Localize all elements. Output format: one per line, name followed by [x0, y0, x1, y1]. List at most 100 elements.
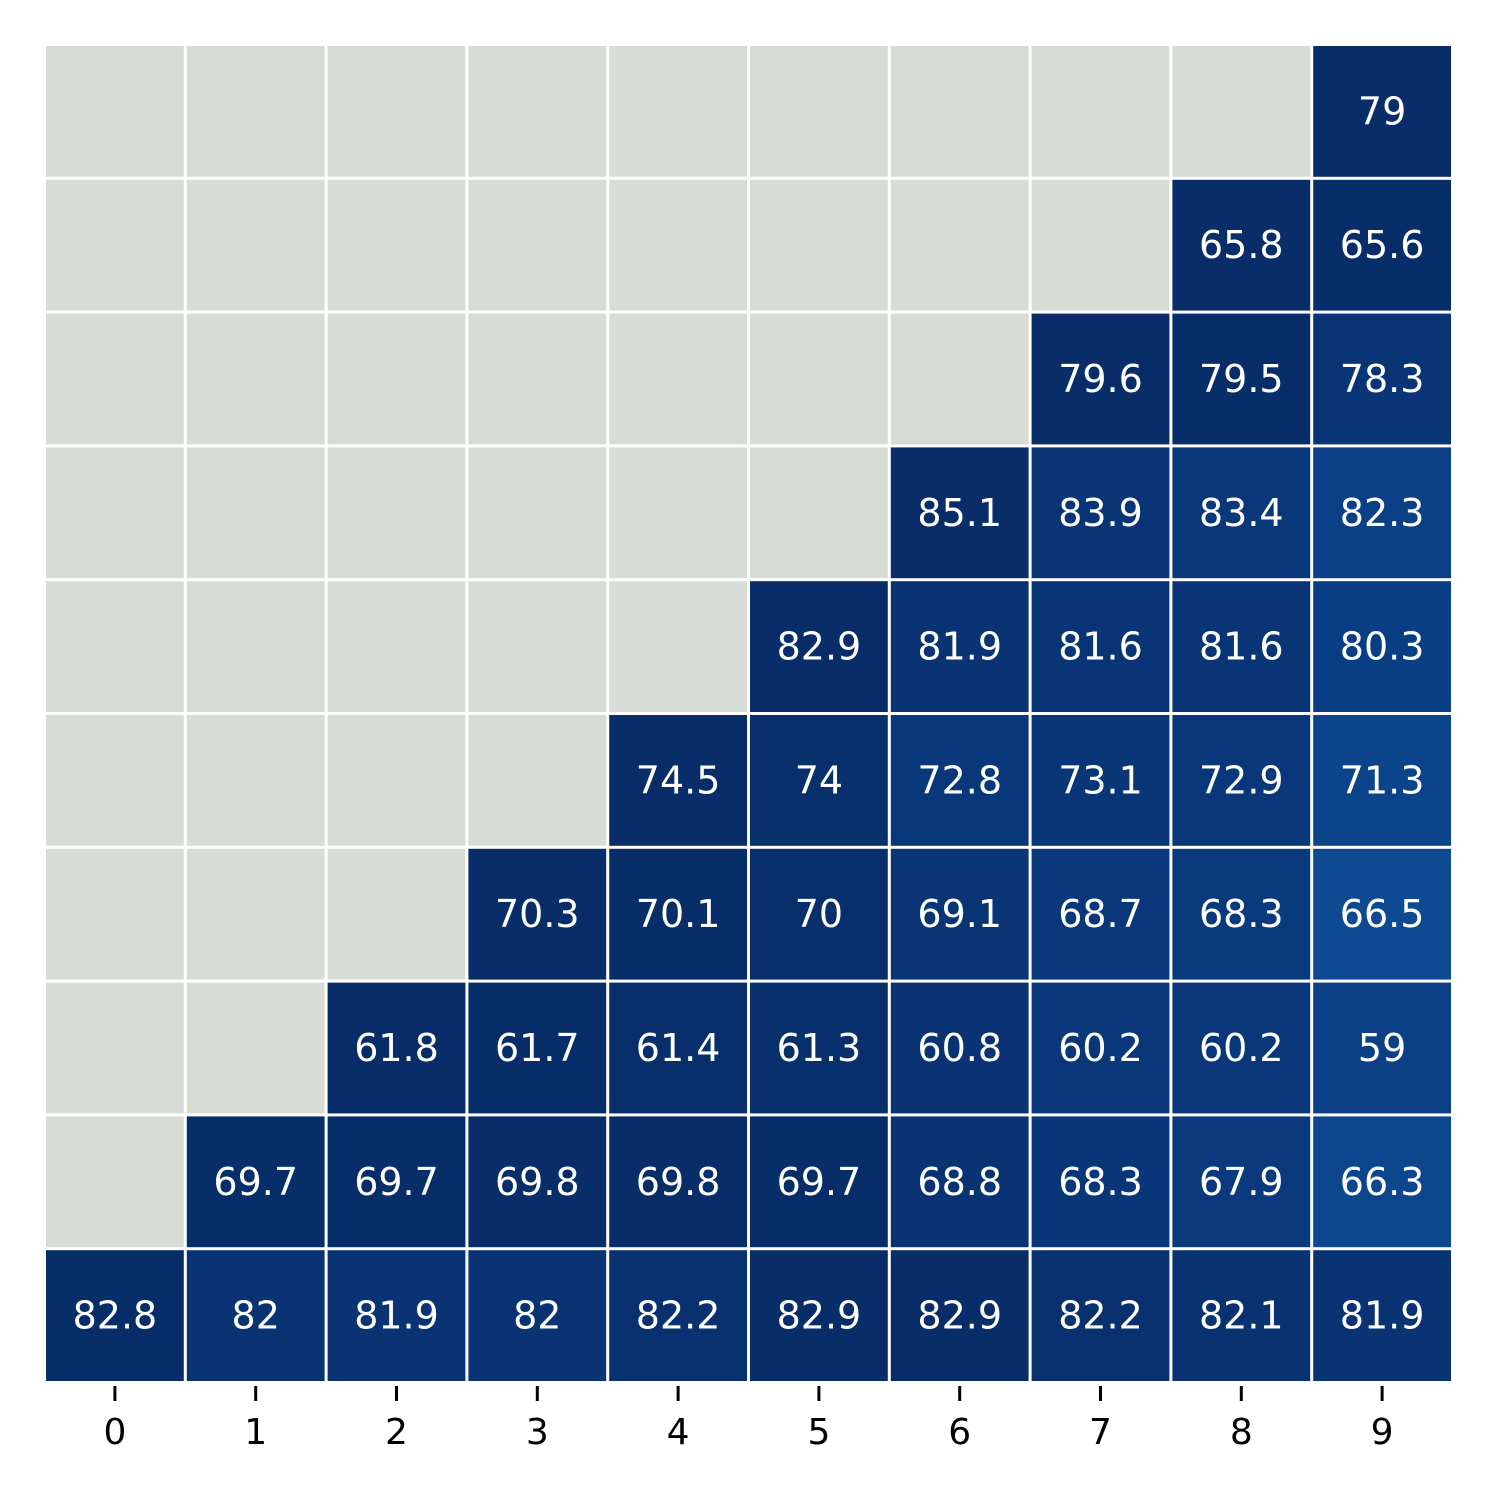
- heatmap-cell-label: 82.2: [1058, 1294, 1143, 1338]
- x-tick-label: 8: [1230, 1412, 1253, 1453]
- heatmap-cell: [1172, 715, 1311, 846]
- heatmap-cell-label: 79: [1358, 89, 1406, 133]
- heatmap-cell-label: 81.9: [917, 625, 1002, 669]
- heatmap-cell-label: 61.4: [636, 1026, 721, 1070]
- heatmap-cell-label: 81.9: [1340, 1294, 1425, 1338]
- heatmap-cell: [1313, 848, 1451, 980]
- heatmap-cell-empty: [186, 982, 325, 1114]
- heatmap-cell-empty: [468, 715, 607, 846]
- heatmap-cell: [1313, 715, 1451, 846]
- heatmap-cell-empty: [890, 313, 1029, 445]
- heatmap-cell-empty: [186, 313, 325, 445]
- heatmap-cell-label: 69.7: [213, 1160, 298, 1204]
- heatmap-cell-empty: [468, 447, 607, 579]
- heatmap-cell: [327, 1250, 466, 1381]
- heatmap-cell: [468, 1250, 607, 1381]
- heatmap-cell-label: 69.8: [636, 1160, 721, 1204]
- heatmap-cell-label: 68.7: [1058, 892, 1143, 936]
- heatmap-cell: [468, 848, 607, 980]
- heatmap-cell-empty: [890, 179, 1029, 311]
- heatmap-cell-label: 74.5: [636, 758, 721, 802]
- x-axis: 0 1 2 3 4 5 6 7 8 9: [103, 1386, 1394, 1453]
- heatmap-cell-label: 82.9: [777, 625, 862, 669]
- heatmap-cell-empty: [327, 46, 466, 177]
- heatmap-cell-label: 59: [1358, 1026, 1406, 1070]
- heatmap-cell: [1031, 848, 1170, 980]
- heatmap-cell: [1172, 179, 1311, 311]
- heatmap-cell-empty: [186, 179, 325, 311]
- x-tick-label: 0: [103, 1412, 126, 1453]
- heatmap-cell: [186, 1250, 325, 1381]
- heatmap-cell: [890, 1250, 1029, 1381]
- heatmap-cell-empty: [46, 982, 184, 1114]
- heatmap-cell-empty: [609, 179, 747, 311]
- heatmap-cell-label: 80.3: [1340, 625, 1425, 669]
- heatmap-cell: [1172, 848, 1311, 980]
- heatmap-cell: [750, 982, 888, 1114]
- heatmap-cell-empty: [468, 179, 607, 311]
- heatmap-cell: [468, 982, 607, 1114]
- heatmap-cell-label: 82.3: [1340, 491, 1425, 535]
- heatmap-cell-empty: [46, 313, 184, 445]
- x-tick-label: 4: [667, 1412, 690, 1453]
- heatmap-cell-label: 74: [795, 758, 843, 802]
- heatmap-cell-empty: [609, 447, 747, 579]
- heatmap-cell-label: 68.8: [917, 1160, 1002, 1204]
- heatmap-cell-empty: [46, 1116, 184, 1248]
- heatmap-cell-label: 68.3: [1199, 892, 1284, 936]
- heatmap-cell-empty: [186, 46, 325, 177]
- heatmap-cell-label: 60.2: [1058, 1026, 1143, 1070]
- heatmap-cell: [609, 848, 747, 980]
- heatmap-cell: [890, 581, 1029, 712]
- heatmap-cell: [1031, 1116, 1170, 1248]
- heatmap-cell-label: 72.9: [1199, 758, 1284, 802]
- heatmap-cell: [1172, 1250, 1311, 1381]
- heatmap-cell-label: 71.3: [1340, 758, 1425, 802]
- heatmap-cell-label: 81.9: [354, 1294, 439, 1338]
- heatmap-cell: [1172, 581, 1311, 712]
- heatmap-cell-empty: [468, 581, 607, 712]
- heatmap-cell-label: 70: [795, 892, 843, 936]
- heatmap-cell-label: 69.7: [354, 1160, 439, 1204]
- heatmap-cell: [1313, 447, 1451, 579]
- heatmap-cell-label: 72.8: [917, 758, 1002, 802]
- heatmap-cell: [1031, 313, 1170, 445]
- heatmap-cell: [890, 715, 1029, 846]
- heatmap-cell-label: 60.8: [917, 1026, 1002, 1070]
- heatmap-cell: [1172, 447, 1311, 579]
- heatmap-cell-empty: [46, 581, 184, 712]
- heatmap-cell-label: 67.9: [1199, 1160, 1284, 1204]
- heatmap-cell-empty: [609, 313, 747, 445]
- heatmap-cells: [46, 46, 1451, 1381]
- heatmap-cell-label: 66.5: [1340, 892, 1425, 936]
- heatmap-cell-empty: [186, 848, 325, 980]
- heatmap-cell-label: 61.3: [777, 1026, 862, 1070]
- heatmap-cell: [1313, 46, 1451, 177]
- heatmap-cell: [890, 982, 1029, 1114]
- heatmap-cell-empty: [750, 179, 888, 311]
- x-tick-label: 6: [948, 1412, 971, 1453]
- heatmap-cell: [1172, 313, 1311, 445]
- heatmap-cell-label: 69.1: [917, 892, 1002, 936]
- heatmap-cell-label: 82.8: [73, 1294, 158, 1338]
- heatmap-cell-empty: [609, 46, 747, 177]
- x-tick-label: 5: [807, 1412, 830, 1453]
- heatmap-cell: [890, 848, 1029, 980]
- heatmap-cell: [750, 1116, 888, 1248]
- heatmap-cell-empty: [327, 179, 466, 311]
- heatmap-cell: [750, 581, 888, 712]
- heatmap-cell-label: 70.1: [636, 892, 721, 936]
- heatmap-cell: [750, 848, 888, 980]
- heatmap-cell: [750, 715, 888, 846]
- heatmap-cell-empty: [468, 46, 607, 177]
- heatmap-cell-empty: [327, 715, 466, 846]
- heatmap-cell: [46, 1250, 184, 1381]
- heatmap-cell-label: 68.3: [1058, 1160, 1143, 1204]
- heatmap-cell-label: 83.9: [1058, 491, 1143, 535]
- x-tick-label: 7: [1089, 1412, 1112, 1453]
- heatmap-cell: [890, 1116, 1029, 1248]
- heatmap-cell: [327, 1116, 466, 1248]
- x-tick-label: 1: [244, 1412, 267, 1453]
- heatmap-cell-empty: [327, 313, 466, 445]
